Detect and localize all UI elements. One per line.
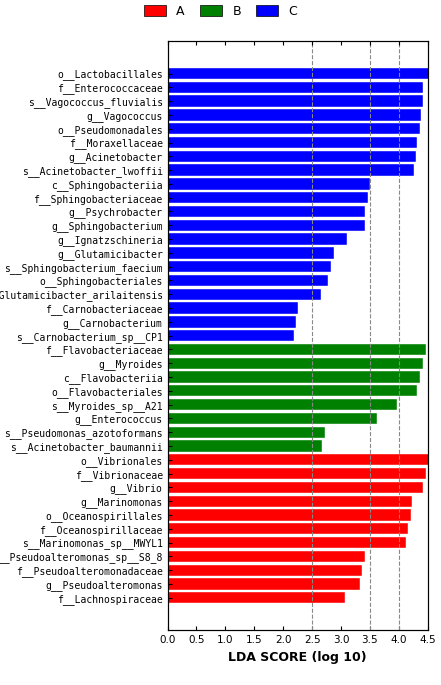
Bar bbox=[168, 288, 321, 300]
Bar bbox=[168, 123, 420, 134]
Bar bbox=[168, 95, 422, 107]
Bar bbox=[168, 413, 377, 424]
Bar bbox=[168, 468, 426, 479]
X-axis label: LDA SCORE (log 10): LDA SCORE (log 10) bbox=[228, 651, 367, 664]
Bar bbox=[168, 206, 365, 217]
Bar bbox=[168, 510, 411, 521]
Bar bbox=[168, 275, 328, 286]
Bar bbox=[168, 523, 408, 534]
Bar bbox=[168, 564, 363, 576]
Bar bbox=[168, 495, 411, 507]
Legend: A, B, C: A, B, C bbox=[139, 0, 302, 23]
Bar bbox=[168, 316, 296, 327]
Bar bbox=[168, 427, 325, 438]
Bar bbox=[168, 344, 426, 355]
Bar bbox=[168, 137, 417, 148]
Bar bbox=[168, 454, 429, 466]
Bar bbox=[168, 261, 331, 273]
Bar bbox=[168, 551, 365, 562]
Bar bbox=[168, 178, 370, 190]
Bar bbox=[168, 358, 423, 369]
Bar bbox=[168, 578, 359, 590]
Bar bbox=[168, 399, 397, 410]
Bar bbox=[168, 68, 429, 79]
Bar bbox=[168, 151, 416, 162]
Bar bbox=[168, 371, 420, 383]
Bar bbox=[168, 110, 421, 121]
Bar bbox=[168, 164, 415, 176]
Bar bbox=[168, 234, 347, 245]
Bar bbox=[168, 440, 322, 451]
Bar bbox=[168, 592, 345, 603]
Bar bbox=[168, 82, 423, 93]
Bar bbox=[168, 537, 406, 548]
Bar bbox=[168, 220, 365, 231]
Bar bbox=[168, 192, 368, 203]
Bar bbox=[168, 330, 294, 341]
Bar bbox=[168, 385, 417, 397]
Bar bbox=[168, 482, 423, 493]
Bar bbox=[168, 302, 298, 314]
Bar bbox=[168, 247, 333, 258]
